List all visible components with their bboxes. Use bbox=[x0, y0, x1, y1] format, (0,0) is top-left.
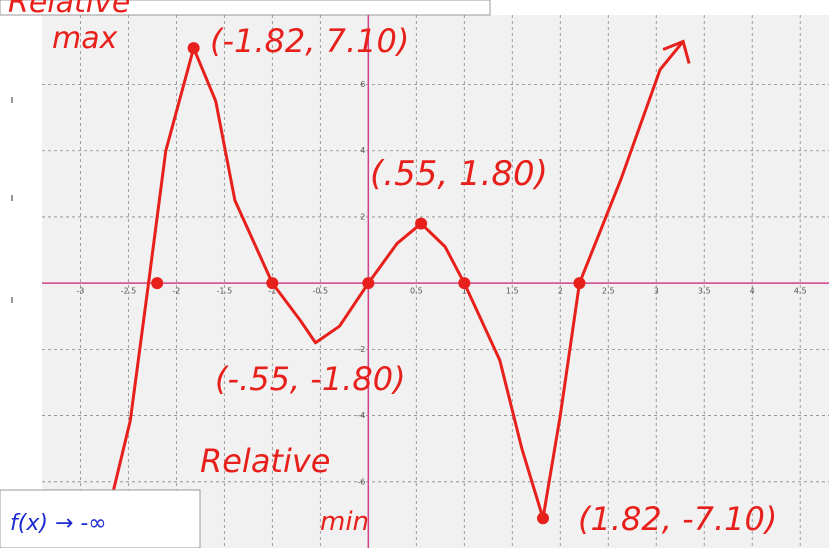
x-tick-label: 0.5 bbox=[410, 287, 423, 296]
y-tick-label: 2 bbox=[360, 212, 365, 221]
point bbox=[573, 277, 585, 289]
x-tick-label: -3 bbox=[76, 287, 84, 296]
point bbox=[415, 218, 427, 230]
x-tick-label: -0.5 bbox=[313, 287, 329, 296]
x-tick-label: 2.5 bbox=[602, 287, 615, 296]
x-tick-label: -2.5 bbox=[121, 287, 137, 296]
point bbox=[458, 277, 470, 289]
x-tick-label: 3.5 bbox=[698, 287, 711, 296]
x-tick-label: 4.5 bbox=[794, 287, 807, 296]
x-tick-label: 1.5 bbox=[506, 287, 519, 296]
annotation: (-.55, -1.80) bbox=[215, 360, 406, 398]
y-tick-label: -2 bbox=[357, 345, 365, 354]
y-tick-label: -4 bbox=[357, 411, 365, 420]
annotation: Relative bbox=[200, 442, 330, 480]
y-tick-label: -6 bbox=[357, 477, 365, 486]
annotation: (.55, 1.80) bbox=[370, 154, 548, 194]
annotation: (-1.82, 7.10) bbox=[210, 22, 409, 60]
x-tick-label: -1.5 bbox=[217, 287, 233, 296]
y-tick-label: 6 bbox=[360, 80, 365, 89]
point bbox=[188, 42, 200, 54]
annotation: f(x) → -∞ bbox=[10, 511, 107, 536]
annotation: (1.82, -7.10) bbox=[578, 500, 777, 538]
annotation: max bbox=[52, 21, 118, 56]
point bbox=[362, 277, 374, 289]
x-tick-label: 4 bbox=[750, 287, 755, 296]
point bbox=[266, 277, 278, 289]
annotation: Relative bbox=[8, 0, 130, 20]
x-tick-label: -2 bbox=[172, 287, 180, 296]
point bbox=[537, 512, 549, 524]
x-tick-label: 3 bbox=[654, 287, 659, 296]
x-tick-label: 2 bbox=[558, 287, 563, 296]
screen: -3-2.5-2-1.5-1-0.50.511.522.533.544.5-6-… bbox=[0, 0, 829, 548]
point bbox=[151, 277, 163, 289]
y-tick-label: 4 bbox=[360, 146, 365, 155]
annotation: min bbox=[320, 507, 369, 537]
